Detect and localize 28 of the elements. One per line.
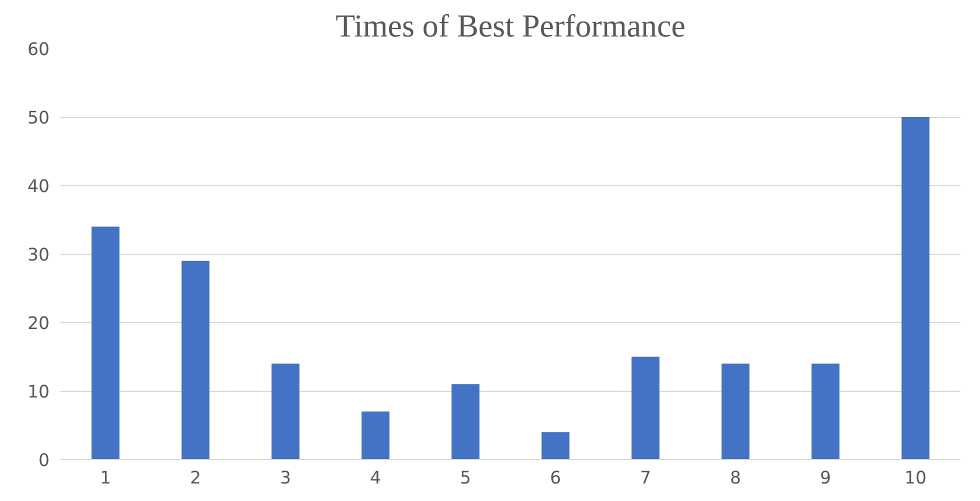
chart-title: Times of Best Performance bbox=[336, 8, 686, 44]
bar bbox=[92, 226, 120, 460]
x-tick-label: 6 bbox=[550, 468, 562, 488]
y-tick-label: 0 bbox=[38, 451, 50, 471]
bar bbox=[722, 364, 750, 460]
x-tick-label: 7 bbox=[640, 468, 652, 488]
y-tick-label: 10 bbox=[27, 382, 50, 402]
x-tick-label: 2 bbox=[190, 468, 202, 488]
x-tick-label: 10 bbox=[904, 468, 927, 488]
x-tick-label: 1 bbox=[100, 468, 112, 488]
x-tick-label: 9 bbox=[820, 468, 832, 488]
bar bbox=[542, 432, 570, 460]
x-tick-label: 3 bbox=[280, 468, 292, 488]
x-tick-label: 4 bbox=[370, 468, 382, 488]
bar bbox=[362, 412, 390, 460]
y-tick-label: 60 bbox=[27, 40, 50, 60]
y-tick-label: 20 bbox=[27, 314, 50, 334]
bar bbox=[812, 364, 840, 460]
y-tick-label: 30 bbox=[27, 246, 50, 266]
bar bbox=[452, 384, 480, 460]
bar bbox=[632, 356, 660, 460]
y-tick-label: 50 bbox=[27, 108, 50, 128]
bar bbox=[272, 364, 300, 460]
bar bbox=[182, 260, 210, 460]
x-tick-label: 8 bbox=[730, 468, 742, 488]
y-tick-label: 40 bbox=[27, 177, 50, 197]
bar bbox=[902, 117, 930, 460]
x-tick-label: 5 bbox=[460, 468, 472, 488]
